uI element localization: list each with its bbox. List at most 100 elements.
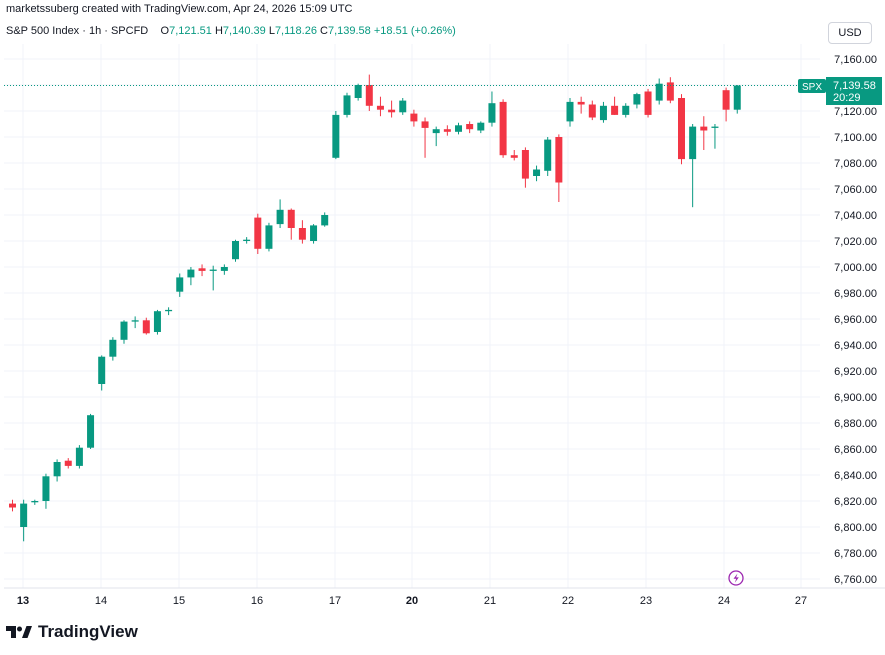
high-label: H bbox=[214, 25, 223, 37]
candle-body bbox=[711, 126, 719, 128]
candle-body bbox=[198, 268, 206, 271]
y-tick-label: 6,900.00 bbox=[834, 392, 877, 404]
candle-body bbox=[488, 103, 496, 123]
candle-body bbox=[165, 309, 173, 312]
candle-up bbox=[343, 92, 351, 118]
creator-line: marketssuberg created with TradingView.c… bbox=[6, 3, 353, 15]
candle-body bbox=[9, 503, 16, 508]
candle-up bbox=[120, 320, 128, 344]
candle-body bbox=[153, 311, 161, 332]
candle-up bbox=[276, 199, 284, 228]
y-tick-label: 6,780.00 bbox=[834, 548, 877, 560]
candle-body bbox=[254, 217, 262, 249]
candle-up bbox=[599, 101, 607, 123]
candle-body bbox=[544, 139, 552, 171]
candle-down bbox=[376, 96, 384, 117]
candle-up bbox=[187, 267, 195, 286]
candle-down bbox=[722, 87, 730, 122]
lightning-icon[interactable] bbox=[728, 570, 744, 586]
x-tick-label: 27 bbox=[795, 595, 807, 607]
candle-body bbox=[109, 339, 117, 357]
candle-up bbox=[399, 98, 407, 115]
candle-body bbox=[365, 85, 373, 106]
y-tick-label: 7,080.00 bbox=[834, 158, 877, 170]
candle-up bbox=[75, 445, 83, 469]
candle-body bbox=[220, 267, 228, 271]
tradingview-logo: TradingView bbox=[6, 622, 138, 642]
candle-body bbox=[477, 122, 485, 131]
candle-up bbox=[488, 91, 496, 127]
candle-up bbox=[265, 222, 273, 252]
y-tick-label: 7,120.00 bbox=[834, 106, 877, 118]
candle-body bbox=[354, 85, 362, 98]
candle-body bbox=[232, 241, 239, 260]
y-tick-label: 7,060.00 bbox=[834, 184, 877, 196]
x-tick-label: 16 bbox=[251, 595, 263, 607]
candle-up bbox=[53, 459, 61, 482]
candle-down bbox=[700, 116, 708, 150]
x-tick-label: 24 bbox=[718, 595, 730, 607]
candle-body bbox=[644, 91, 652, 115]
candle-up bbox=[243, 237, 251, 244]
candle-body bbox=[521, 150, 529, 179]
candle-up bbox=[220, 264, 228, 275]
candle-up bbox=[310, 224, 318, 244]
open-label: O bbox=[160, 25, 170, 37]
candle-up bbox=[87, 413, 95, 449]
grid-lines bbox=[4, 44, 820, 588]
candle-down bbox=[9, 499, 16, 512]
x-tick-label: 17 bbox=[329, 595, 341, 607]
candle-body bbox=[31, 501, 39, 503]
candle-up bbox=[633, 92, 641, 109]
time-axis[interactable]: 13 14 15 16 17 20 21 22 23 24 27 bbox=[4, 587, 885, 607]
candle-down bbox=[577, 96, 585, 114]
x-tick-label: 21 bbox=[484, 595, 496, 607]
candle-body bbox=[120, 321, 128, 340]
candle-body bbox=[588, 104, 596, 118]
low-label: L bbox=[268, 25, 275, 37]
price-axis[interactable]: 6,760.00 6,780.00 6,800.00 6,820.00 6,840.00… bbox=[834, 54, 877, 586]
candle-up bbox=[622, 103, 630, 118]
candle-up bbox=[20, 499, 28, 542]
currency-button[interactable]: USD bbox=[828, 22, 872, 44]
candle-body bbox=[633, 94, 641, 105]
candle-body bbox=[733, 85, 741, 110]
candle-up bbox=[31, 499, 39, 505]
candle-down bbox=[510, 150, 518, 161]
price-tag-symbol-bg bbox=[798, 79, 826, 93]
candle-body bbox=[142, 320, 150, 334]
candle-body bbox=[466, 124, 474, 130]
y-tick-label: 6,860.00 bbox=[834, 444, 877, 456]
high-value: 7,140.39 bbox=[222, 25, 266, 37]
candle-up bbox=[42, 473, 50, 509]
candle-body bbox=[700, 126, 708, 131]
candle-down bbox=[666, 77, 674, 104]
candle-body bbox=[64, 460, 72, 466]
candle-up bbox=[354, 83, 362, 101]
candle-up bbox=[232, 239, 239, 262]
x-tick-label: 22 bbox=[562, 595, 574, 607]
candle-body bbox=[332, 114, 340, 158]
candle-up bbox=[98, 355, 106, 391]
candle-down bbox=[198, 264, 206, 277]
candle-down bbox=[388, 100, 396, 118]
candle-down bbox=[555, 134, 563, 202]
change-value: +18.51 (+0.26%) bbox=[373, 25, 456, 37]
tradingview-logo-icon bbox=[6, 626, 32, 638]
candle-down bbox=[254, 213, 262, 254]
candle-body bbox=[243, 239, 251, 241]
y-tick-label: 7,160.00 bbox=[834, 54, 877, 66]
candle-body bbox=[187, 269, 195, 278]
candle-body bbox=[287, 209, 295, 228]
candle-up bbox=[109, 337, 117, 361]
price-tag-symbol: SPX bbox=[802, 82, 822, 93]
candle-up bbox=[165, 307, 173, 316]
y-tick-label: 6,840.00 bbox=[834, 470, 877, 482]
candle-up bbox=[153, 309, 161, 335]
candle-body bbox=[209, 269, 217, 271]
candle-body bbox=[42, 476, 50, 501]
candle-up bbox=[689, 124, 697, 208]
candle-down bbox=[64, 458, 72, 469]
candle-down bbox=[611, 96, 619, 115]
